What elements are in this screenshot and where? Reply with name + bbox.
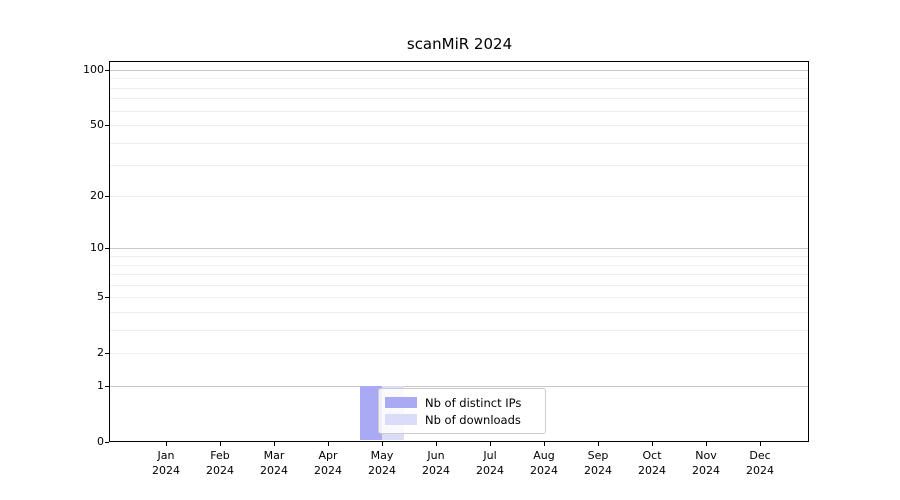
gridline-y-100 xyxy=(110,70,808,71)
gridline-y-80 xyxy=(110,87,808,89)
legend: Nb of distinct IPs Nb of downloads xyxy=(378,388,546,434)
x-tick-mark xyxy=(652,442,653,446)
gridline-y-3 xyxy=(110,329,808,331)
x-tick-label-jul: Jul 2024 xyxy=(476,449,504,477)
x-tick-label-apr: Apr 2024 xyxy=(314,449,342,477)
y-tick-label-10: 10 xyxy=(90,241,104,255)
bar-nb-of-distinct-ips-may xyxy=(360,385,382,441)
x-tick-label-mar: Mar 2024 xyxy=(260,449,288,477)
gridline-y-8 xyxy=(110,264,808,266)
gridline-y-90 xyxy=(110,78,808,80)
x-tick-mark xyxy=(220,442,221,446)
gridline-y-4 xyxy=(110,311,808,313)
plot-area: Nb of distinct IPs Nb of downloads xyxy=(109,61,809,442)
legend-swatch-distinct-ips-icon xyxy=(385,397,417,408)
x-tick-label-nov: Nov 2024 xyxy=(692,449,720,477)
x-tick-label-aug: Aug 2024 xyxy=(530,449,558,477)
y-tick-label-2: 2 xyxy=(97,346,104,360)
x-tick-label-feb: Feb 2024 xyxy=(206,449,234,477)
gridline-y-7 xyxy=(110,274,808,276)
gridline-y-5 xyxy=(110,297,808,299)
gridline-y-9 xyxy=(110,256,808,258)
x-tick-mark xyxy=(166,442,167,446)
y-tick-mark xyxy=(105,385,109,387)
x-tick-mark xyxy=(760,442,761,446)
legend-label-distinct-ips: Nb of distinct IPs xyxy=(425,395,522,410)
x-tick-label-sep: Sep 2024 xyxy=(584,449,612,477)
x-tick-label-oct: Oct 2024 xyxy=(638,449,666,477)
gridline-y-60 xyxy=(110,110,808,112)
y-tick-label-20: 20 xyxy=(90,189,104,203)
y-tick-mark xyxy=(105,125,109,126)
legend-swatch-downloads-icon xyxy=(385,414,417,425)
legend-item-downloads: Nb of downloads xyxy=(385,411,538,428)
gridline-y-70 xyxy=(110,98,808,100)
x-tick-label-jan: Jan 2024 xyxy=(152,449,180,477)
y-tick-label-50: 50 xyxy=(90,118,104,131)
y-tick-mark xyxy=(105,353,109,355)
legend-label-downloads: Nb of downloads xyxy=(425,412,521,427)
x-tick-mark xyxy=(436,442,437,446)
x-tick-mark xyxy=(544,442,545,446)
gridline-y-2 xyxy=(110,353,808,355)
y-tick-mark xyxy=(105,297,109,299)
y-tick-mark xyxy=(105,70,109,71)
x-tick-mark xyxy=(598,442,599,446)
x-tick-label-jun: Jun 2024 xyxy=(422,449,450,477)
x-tick-label-may: May 2024 xyxy=(368,449,396,477)
gridline-y-50 xyxy=(110,125,808,126)
y-tick-mark xyxy=(105,248,109,250)
x-tick-mark xyxy=(328,442,329,446)
y-tick-label-5: 5 xyxy=(97,290,104,304)
x-tick-mark xyxy=(382,442,383,446)
gridline-y-1 xyxy=(110,385,808,387)
x-tick-mark xyxy=(706,442,707,446)
chart-title: scanMiR 2024 xyxy=(406,35,513,53)
y-tick-label-100: 100 xyxy=(83,63,104,76)
gridline-y-40 xyxy=(110,142,808,144)
legend-item-distinct-ips: Nb of distinct IPs xyxy=(385,394,538,411)
gridline-y-10 xyxy=(110,248,808,250)
y-tick-mark xyxy=(105,441,109,443)
x-tick-label-dec: Dec 2024 xyxy=(746,449,774,477)
gridline-y-20 xyxy=(110,196,808,198)
gridline-y-6 xyxy=(110,284,808,286)
y-tick-label-0: 0 xyxy=(97,434,104,448)
x-tick-mark xyxy=(490,442,491,446)
gridline-y-30 xyxy=(110,165,808,167)
y-tick-label-1: 1 xyxy=(97,378,104,392)
x-tick-mark xyxy=(274,442,275,446)
y-tick-mark xyxy=(105,196,109,198)
